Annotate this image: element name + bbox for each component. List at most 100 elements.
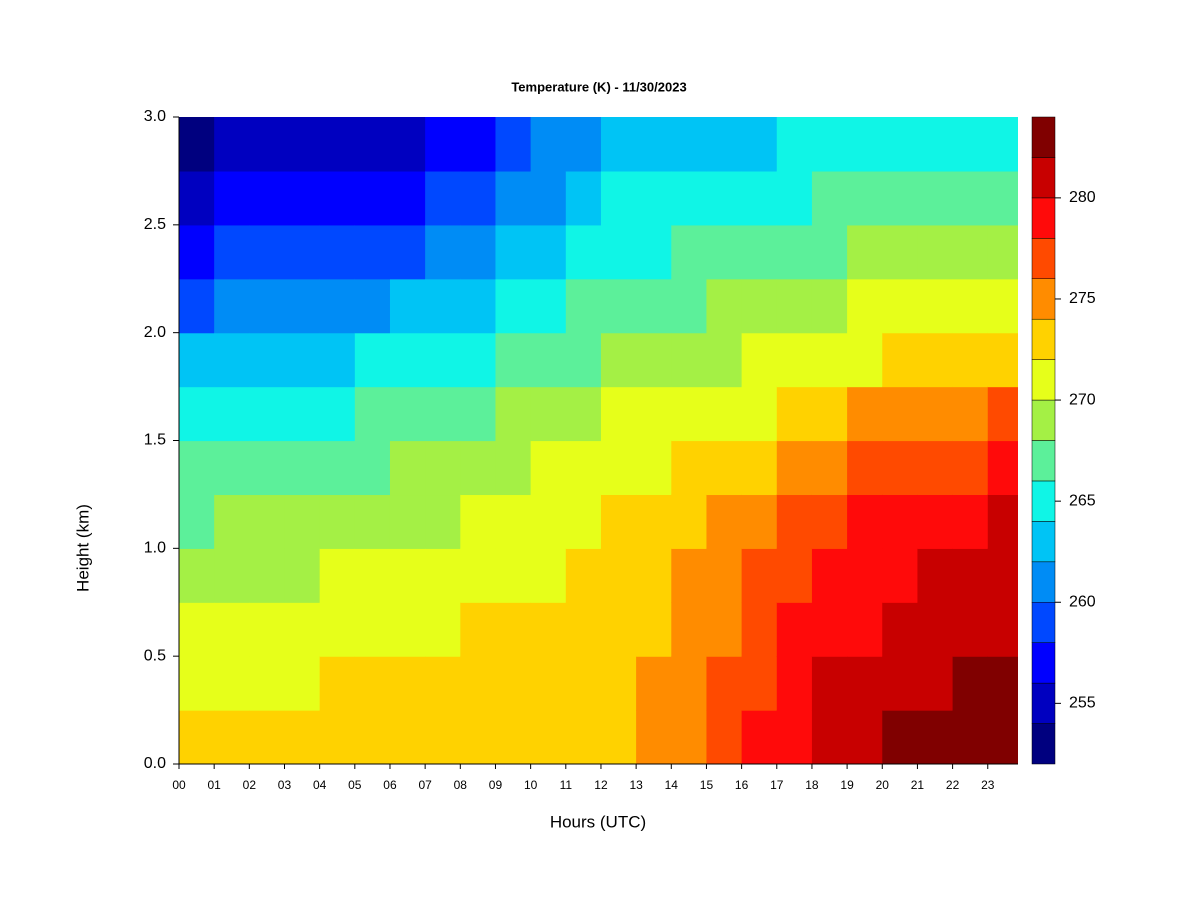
contour-cell — [882, 494, 919, 549]
colorbar-band — [1031, 238, 1056, 279]
contour-cell — [987, 117, 1018, 172]
contour-cell — [600, 656, 637, 711]
colorbar-tick-label: 275 — [1069, 290, 1096, 307]
contour-cell — [319, 170, 356, 226]
contour-cell — [179, 602, 215, 657]
contour-cell — [179, 117, 215, 172]
contour-cell — [425, 386, 461, 442]
contour-cell — [284, 117, 321, 172]
contour-cell — [847, 440, 883, 496]
contour-cell — [179, 548, 215, 603]
x-axis-label: Hours (UTC) — [550, 812, 646, 831]
contour-cell — [600, 494, 637, 549]
contour-cell — [249, 224, 286, 280]
contour-cell — [882, 278, 919, 334]
contour-cell — [354, 602, 391, 657]
contour-cell — [179, 170, 215, 226]
contour-cell — [671, 548, 708, 603]
contour-cell — [987, 710, 1018, 764]
contour-cell — [425, 602, 461, 657]
contour-cell — [671, 386, 708, 442]
contour-cell — [741, 548, 778, 603]
contour-cell — [460, 656, 497, 711]
contour-cell — [284, 386, 321, 442]
contour-cell — [495, 224, 532, 280]
contour-cell — [460, 386, 497, 442]
contour-cell — [495, 710, 532, 764]
contour-cell — [987, 440, 1018, 496]
contour-cell — [952, 494, 989, 549]
contour-cell — [319, 440, 356, 496]
contour-cell — [249, 602, 286, 657]
contour-cell — [284, 332, 321, 388]
contour-cell — [354, 656, 391, 711]
contour-cell — [811, 656, 848, 711]
contour-cell — [776, 656, 813, 711]
contour-cell — [952, 170, 989, 226]
contour-cell — [706, 117, 743, 172]
contour-cell — [565, 224, 602, 280]
contour-cell — [530, 278, 567, 334]
colorbar-band — [1031, 278, 1056, 320]
contour-cell — [741, 332, 778, 388]
contour-cell — [987, 278, 1018, 334]
contour-cell — [741, 440, 778, 496]
contour-cell — [917, 548, 954, 603]
contour-cell — [600, 602, 637, 657]
x-tick-label: 17 — [770, 778, 784, 792]
contour-cell — [741, 656, 778, 711]
contour-cell — [565, 602, 602, 657]
x-tick-label: 06 — [383, 778, 397, 792]
contour-cell — [847, 117, 883, 172]
contour-cell — [425, 224, 461, 280]
contour-cell — [776, 386, 813, 442]
contour-cell — [636, 332, 672, 388]
contour-cell — [811, 548, 848, 603]
contour-cell — [636, 548, 672, 603]
contour-cell — [882, 548, 919, 603]
contour-cell — [671, 494, 708, 549]
contour-cell — [706, 440, 743, 496]
y-tick-label: 0.0 — [144, 755, 166, 772]
contour-cell — [847, 656, 883, 711]
contour-cell — [354, 494, 391, 549]
contour-cell — [530, 224, 567, 280]
colorbar-band — [1031, 359, 1056, 401]
y-tick-label: 2.5 — [144, 216, 166, 233]
x-tick-label: 22 — [946, 778, 960, 792]
contour-cell — [179, 656, 215, 711]
contour-cell — [706, 710, 743, 764]
contour-cell — [671, 224, 708, 280]
contour-cell — [460, 440, 497, 496]
contour-cell — [319, 602, 356, 657]
contour-cell — [811, 440, 848, 496]
contour-cell — [179, 710, 215, 764]
colorbar-band — [1031, 440, 1056, 482]
contour-cell — [882, 602, 919, 657]
contour-cell — [249, 656, 286, 711]
colorbar-tick-label: 280 — [1069, 189, 1096, 206]
colorbar-band — [1031, 723, 1056, 765]
colorbar-band — [1031, 602, 1056, 643]
contour-cell — [741, 494, 778, 549]
contour-cell — [811, 494, 848, 549]
contour-cell — [214, 170, 250, 226]
contour-cell — [530, 548, 567, 603]
contour-cell — [284, 278, 321, 334]
x-tick-label: 02 — [243, 778, 257, 792]
contour-cell — [179, 494, 215, 549]
contour-cell — [917, 386, 954, 442]
contour-cell — [460, 117, 497, 172]
contour-cell — [917, 332, 954, 388]
contour-cell — [249, 710, 286, 764]
contour-cell — [636, 602, 672, 657]
contour-cell — [249, 494, 286, 549]
contour-cell — [460, 602, 497, 657]
contour-cell — [460, 710, 497, 764]
contour-cell — [214, 494, 250, 549]
contour-cell — [811, 332, 848, 388]
contour-cell — [425, 332, 461, 388]
contour-cell — [565, 117, 602, 172]
contour-cell — [284, 170, 321, 226]
